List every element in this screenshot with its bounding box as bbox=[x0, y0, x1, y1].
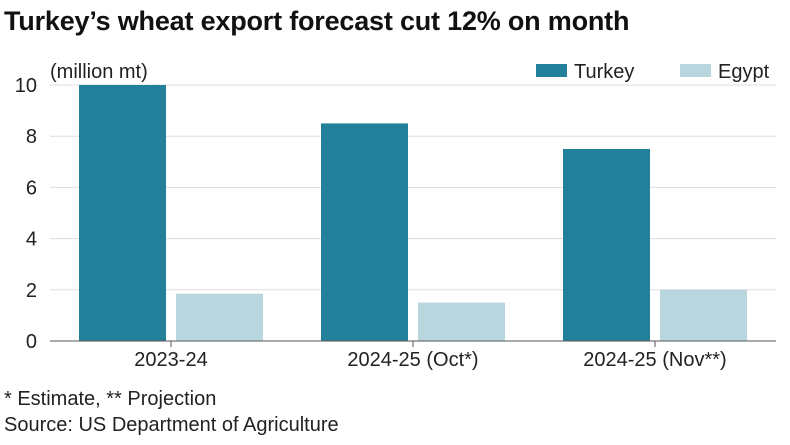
x-tick-label: 2024-25 (Oct*) bbox=[347, 349, 478, 371]
footnote-source: Source: US Department of Agriculture bbox=[4, 414, 339, 436]
y-tick-label: 8 bbox=[26, 126, 37, 148]
bar-turkey-2024-25-oct bbox=[321, 123, 408, 342]
x-tick-label: 2023-24 bbox=[134, 349, 207, 371]
y-tick-label: 0 bbox=[26, 331, 37, 353]
bar-egypt-2024-25-oct bbox=[418, 302, 505, 341]
unit-label: (million mt) bbox=[50, 61, 148, 83]
legend: Turkey Egypt bbox=[536, 61, 770, 83]
footnote-estimate: * Estimate, ** Projection bbox=[4, 388, 217, 410]
y-axis-ticks: 0 2 4 6 8 10 bbox=[15, 75, 37, 353]
legend-label-egypt: Egypt bbox=[718, 61, 770, 83]
x-tick-label: 2024-25 (Nov**) bbox=[583, 349, 726, 371]
y-tick-label: 2 bbox=[26, 280, 37, 302]
y-tick-label: 4 bbox=[26, 229, 37, 251]
bar-egypt-2024-25-nov bbox=[660, 289, 747, 341]
y-tick-label: 6 bbox=[26, 177, 37, 199]
legend-swatch-egypt bbox=[680, 64, 711, 77]
legend-label-turkey: Turkey bbox=[574, 61, 634, 83]
bar-turkey-2024-25-nov bbox=[563, 149, 650, 341]
bar-turkey-2023-24 bbox=[79, 85, 166, 341]
legend-swatch-turkey bbox=[536, 64, 567, 77]
y-tick-label: 10 bbox=[15, 75, 37, 97]
chart-title: Turkey’s wheat export forecast cut 12% o… bbox=[4, 6, 630, 36]
x-axis-ticks: 2023-24 2024-25 (Oct*) 2024-25 (Nov**) bbox=[134, 341, 727, 371]
bar-egypt-2023-24 bbox=[176, 293, 263, 341]
bars bbox=[79, 85, 747, 342]
grid-lines bbox=[50, 84, 776, 291]
